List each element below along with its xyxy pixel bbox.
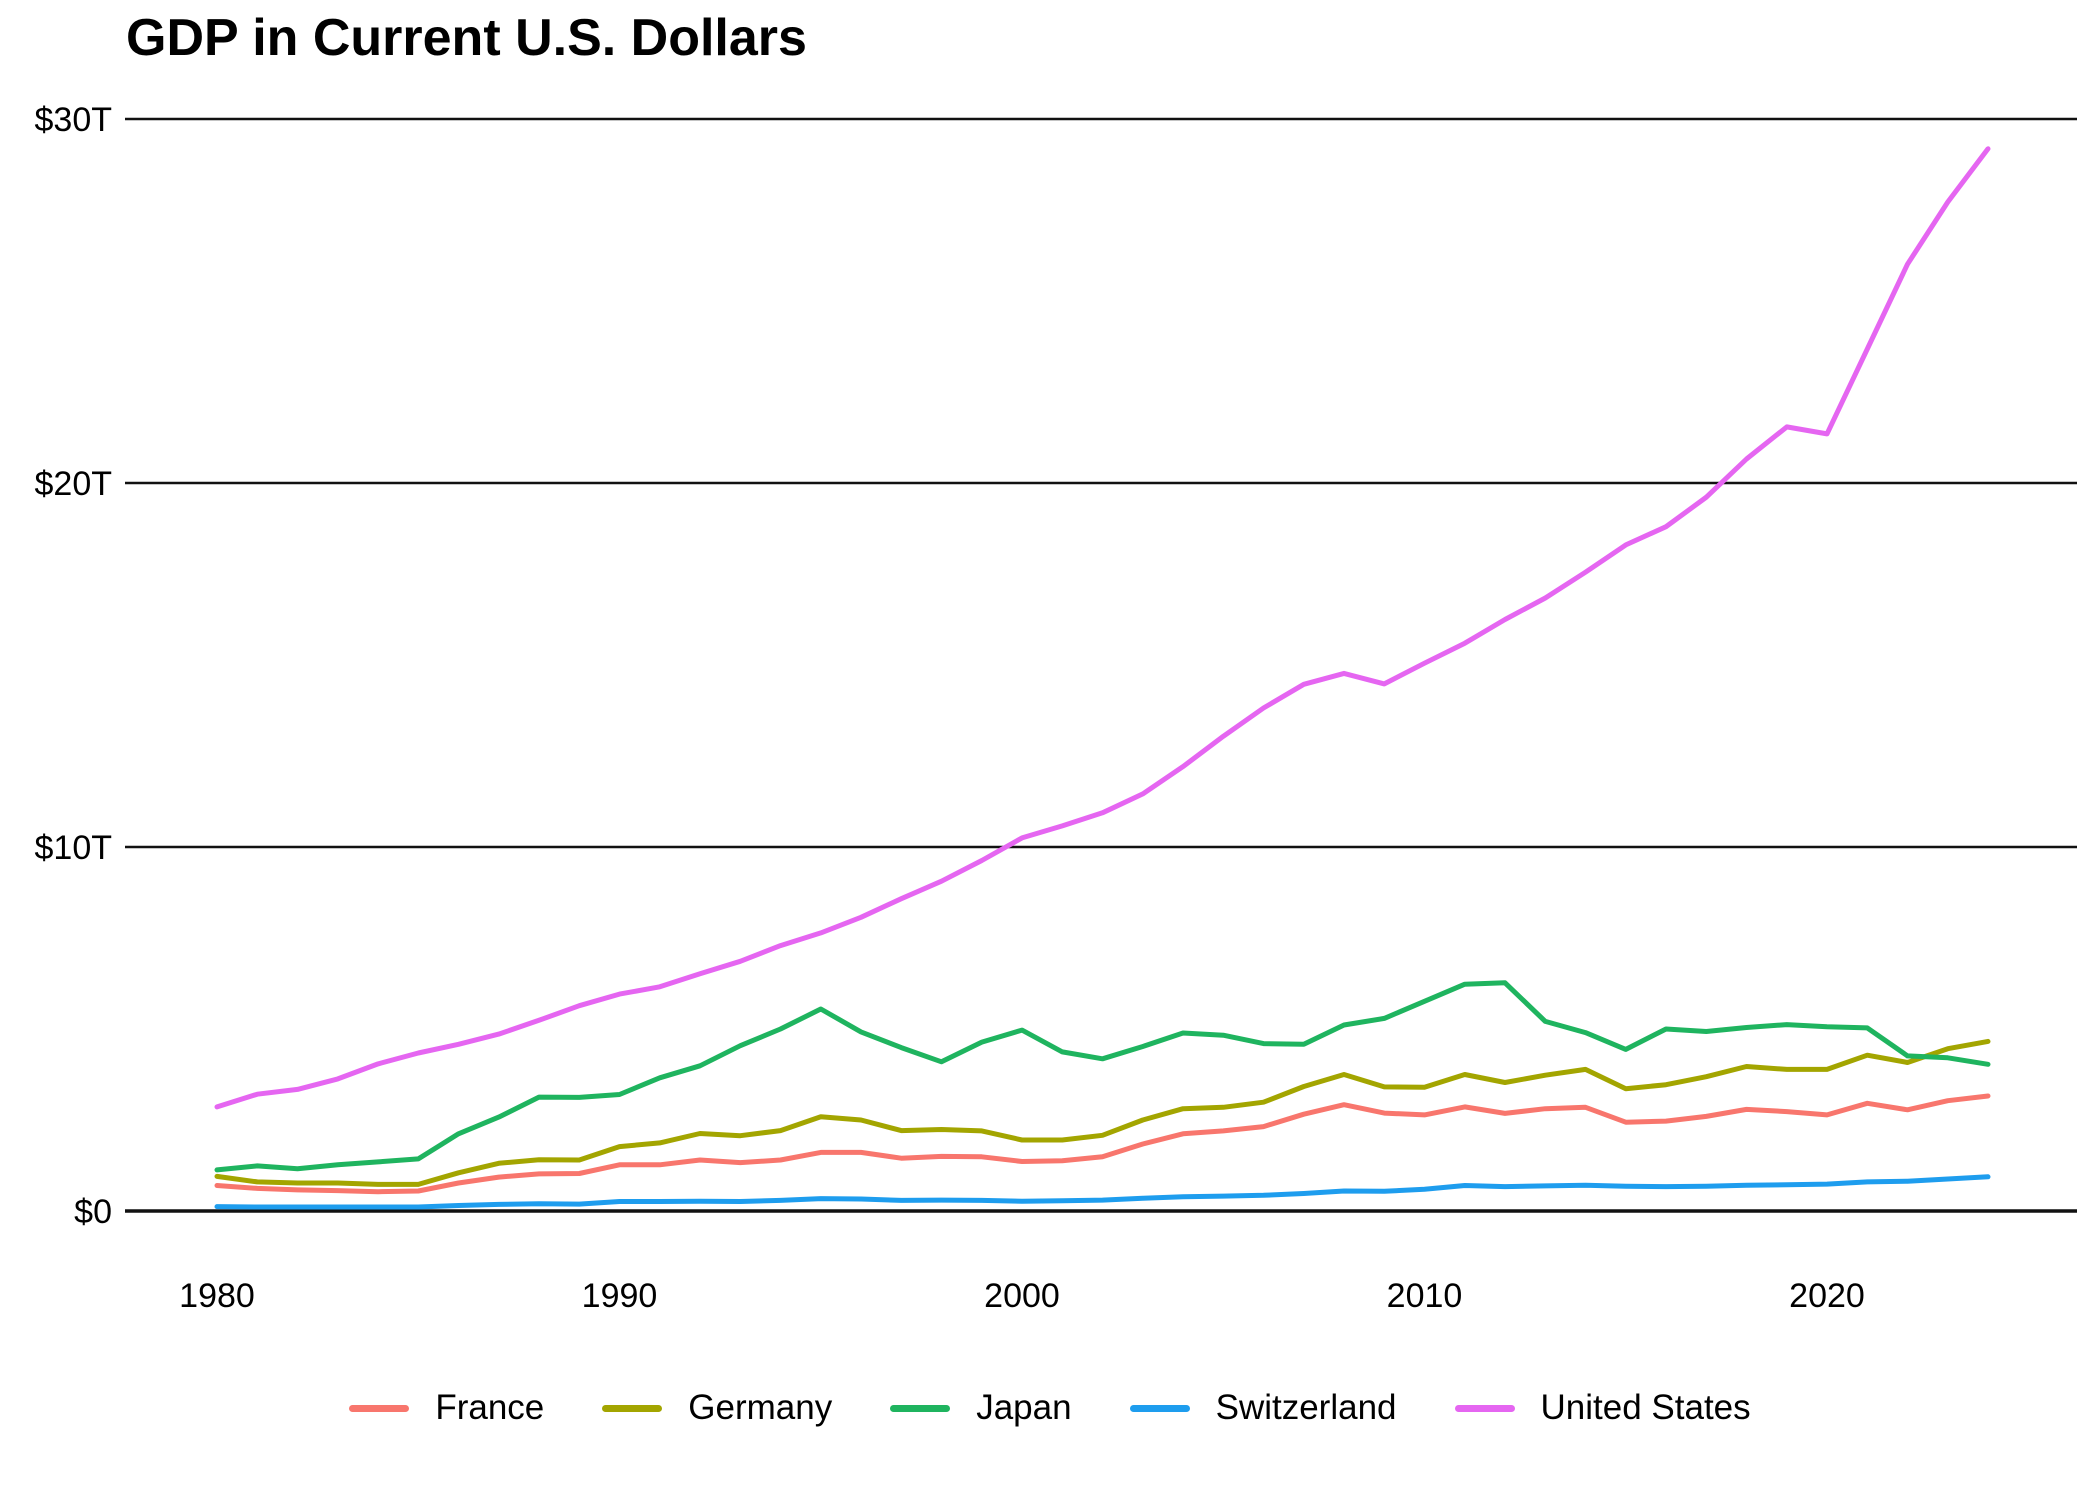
legend-item-united-states: United States	[1454, 1388, 1751, 1428]
x-axis-tick-label: 2000	[984, 1277, 1060, 1315]
legend-swatch	[1129, 1404, 1190, 1412]
legend-label: Japan	[976, 1388, 1072, 1427]
series-line-france	[214, 1093, 1991, 1195]
x-axis-tick-label: 2010	[1387, 1277, 1463, 1315]
y-axis-tick-label: $10T	[35, 829, 113, 867]
legend-item-japan: Japan	[890, 1388, 1072, 1428]
legend-label: Germany	[688, 1388, 833, 1427]
legend-label: United States	[1540, 1388, 1751, 1427]
legend: France Germany Japan Switzerland United Stat…	[0, 1388, 2100, 1428]
series-line-switzerland	[214, 1174, 1991, 1210]
legend-item-germany: Germany	[602, 1388, 832, 1428]
x-axis-tick-label: 1980	[179, 1277, 255, 1315]
x-axis-tick-label: 1990	[582, 1277, 658, 1315]
legend-label: France	[435, 1388, 545, 1427]
legend-item-switzerland: Switzerland	[1129, 1388, 1397, 1428]
series-line-germany	[214, 1038, 1991, 1187]
legend-item-france: France	[349, 1388, 544, 1428]
legend-label: Switzerland	[1215, 1388, 1397, 1427]
legend-swatch	[349, 1404, 410, 1412]
y-axis-tick-label: $30T	[35, 101, 113, 139]
x-axis-tick-label: 2020	[1789, 1277, 1865, 1315]
series-line-united-states	[214, 146, 1991, 1110]
y-axis-tick-label: $20T	[35, 465, 113, 503]
legend-swatch	[602, 1404, 663, 1412]
series-line-japan	[214, 980, 1991, 1173]
y-axis-tick-label: $0	[74, 1193, 112, 1231]
legend-swatch	[1454, 1404, 1515, 1412]
chart-title: GDP in Current U.S. Dollars	[126, 9, 807, 67]
legend-swatch	[890, 1404, 951, 1412]
